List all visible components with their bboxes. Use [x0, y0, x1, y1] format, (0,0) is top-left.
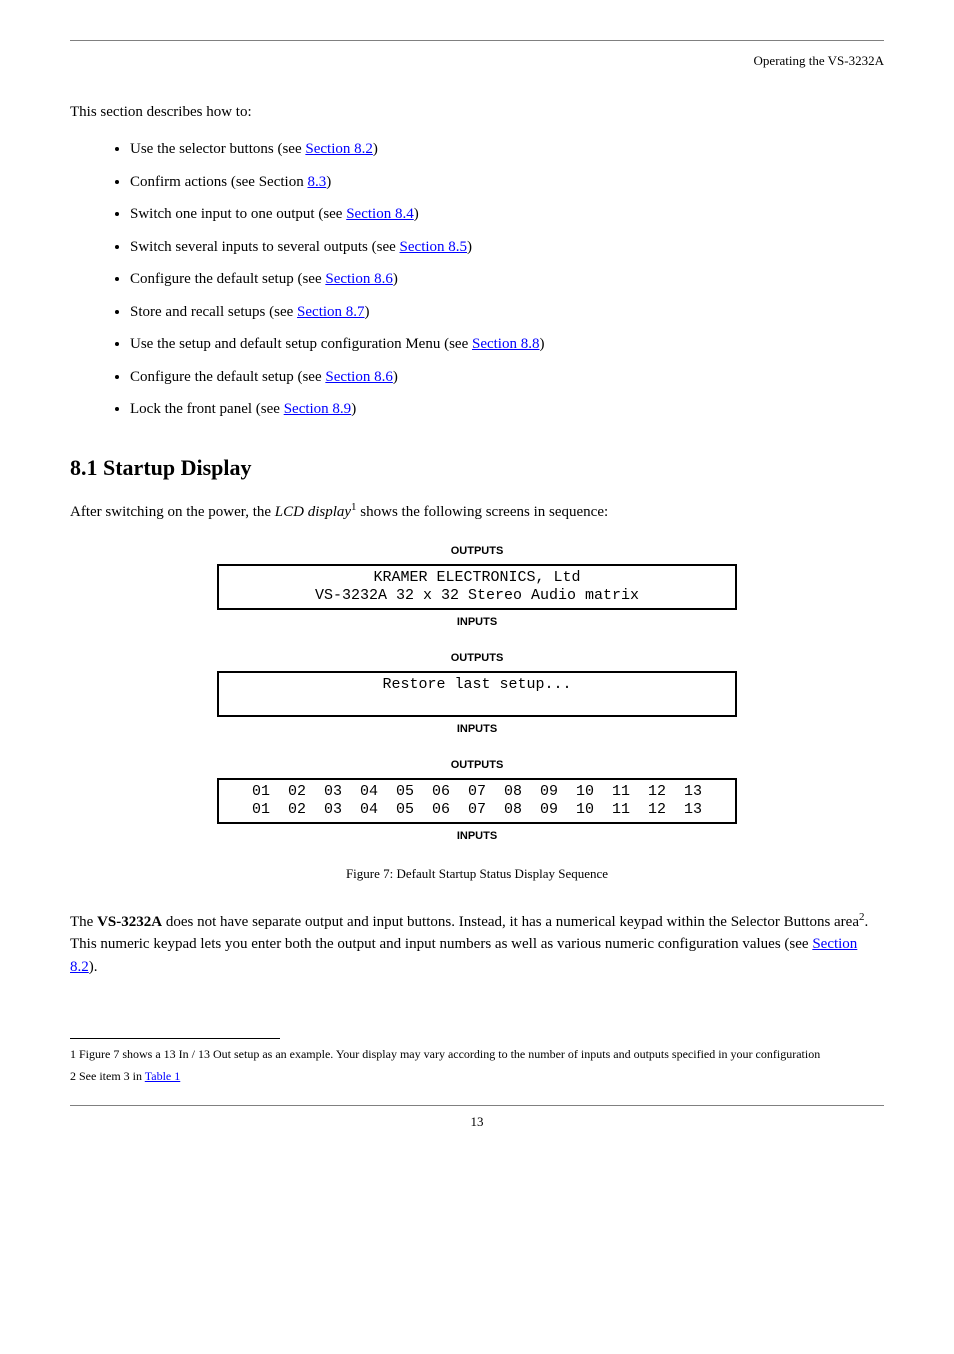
li-text: Store and recall setups (see [130, 304, 297, 320]
table-link[interactable]: Table 1 [145, 1069, 180, 1083]
list-item: Store and recall setups (see Section 8.7… [130, 301, 884, 324]
li-suffix: ) [414, 206, 419, 222]
text: ). [89, 959, 98, 975]
em-text: LCD display [275, 504, 351, 520]
outputs-label: OUTPUTS [217, 757, 737, 774]
li-suffix: ) [351, 401, 356, 417]
list-item: Switch one input to one output (see Sect… [130, 203, 884, 226]
lcd-screen: 01 02 03 04 05 06 07 08 09 10 11 12 13 0… [217, 778, 737, 824]
section-link[interactable]: Section 8.6 [325, 271, 393, 287]
lcd-line: Restore last setup... [219, 676, 735, 694]
outputs-label: OUTPUTS [217, 543, 737, 560]
li-text: Use the selector buttons (see [130, 141, 305, 157]
li-text: Switch several inputs to several outputs… [130, 239, 400, 255]
section-link[interactable]: Section 8.7 [297, 304, 365, 320]
display-figure-2: OUTPUTS Restore last setup... INPUTS [217, 650, 737, 737]
li-text: Configure the default setup (see [130, 271, 325, 287]
li-suffix: ) [467, 239, 472, 255]
list-item: Configure the default setup (see Section… [130, 366, 884, 389]
lcd-screen: Restore last setup... [217, 671, 737, 717]
list-item: Configure the default setup (see Section… [130, 268, 884, 291]
header-rule [70, 40, 884, 41]
figure-caption: Figure 7: Default Startup Status Display… [70, 864, 884, 884]
footer-rule [70, 1105, 884, 1106]
section-link[interactable]: Section 8.9 [284, 401, 352, 417]
list-item: Use the setup and default setup configur… [130, 333, 884, 356]
li-suffix: ) [365, 304, 370, 320]
section-link[interactable]: Section 8.4 [346, 206, 414, 222]
outputs-label: OUTPUTS [217, 650, 737, 667]
li-text: Switch one input to one output (see [130, 206, 346, 222]
display-figure-1: OUTPUTS KRAMER ELECTRONICS, Ltd VS-3232A… [217, 543, 737, 630]
lcd-line: 01 02 03 04 05 06 07 08 09 10 11 12 13 [219, 801, 735, 819]
text: 2 See item 3 in [70, 1069, 145, 1083]
lcd-line: 01 02 03 04 05 06 07 08 09 10 11 12 13 [219, 783, 735, 801]
lcd-line: KRAMER ELECTRONICS, Ltd [219, 569, 735, 587]
footnote-2: 2 See item 3 in Table 1 [70, 1067, 884, 1085]
li-suffix: ) [539, 336, 544, 352]
text: shows the following screens in sequence: [357, 504, 609, 520]
list-item: Confirm actions (see Section 8.3) [130, 171, 884, 194]
topic-list: Use the selector buttons (see Section 8.… [70, 138, 884, 421]
inputs-label: INPUTS [217, 828, 737, 845]
list-item: Use the selector buttons (see Section 8.… [130, 138, 884, 161]
bold-text: VS-3232A [97, 914, 162, 930]
page-number: 13 [70, 1112, 884, 1132]
list-item: Switch several inputs to several outputs… [130, 236, 884, 259]
li-text: Lock the front panel (see [130, 401, 284, 417]
list-item: Lock the front panel (see Section 8.9) [130, 398, 884, 421]
text: does not have separate output and input … [162, 914, 859, 930]
text: The [70, 914, 97, 930]
li-text: Use the setup and default setup configur… [130, 336, 472, 352]
running-header: Operating the VS-3232A [70, 51, 884, 71]
li-suffix: ) [393, 369, 398, 385]
lcd-line: VS-3232A 32 x 32 Stereo Audio matrix [219, 587, 735, 605]
paragraph: The VS-3232A does not have separate outp… [70, 909, 884, 979]
display-figure-3: OUTPUTS 01 02 03 04 05 06 07 08 09 10 11… [217, 757, 737, 844]
section-link[interactable]: Section 8.2 [305, 141, 373, 157]
footnote-1: 1 Figure 7 shows a 13 In / 13 Out setup … [70, 1045, 884, 1063]
footnote-rule [70, 1038, 280, 1039]
li-suffix: ) [373, 141, 378, 157]
section-link[interactable]: Section 8.8 [472, 336, 540, 352]
section-heading: 8.1 Startup Display [70, 451, 884, 484]
paragraph: After switching on the power, the LCD di… [70, 499, 884, 524]
section-link[interactable]: Section 8.6 [325, 369, 393, 385]
section-link[interactable]: Section 8.5 [400, 239, 468, 255]
inputs-label: INPUTS [217, 614, 737, 631]
li-suffix: ) [326, 174, 331, 190]
li-suffix: ) [393, 271, 398, 287]
lcd-line [219, 694, 735, 712]
li-text: Configure the default setup (see [130, 369, 325, 385]
inputs-label: INPUTS [217, 721, 737, 738]
li-text: Confirm actions (see Section [130, 174, 307, 190]
lcd-screen: KRAMER ELECTRONICS, Ltd VS-3232A 32 x 32… [217, 564, 737, 610]
text: After switching on the power, the [70, 504, 275, 520]
intro-text: This section describes how to: [70, 101, 884, 124]
section-link[interactable]: 8.3 [307, 174, 326, 190]
